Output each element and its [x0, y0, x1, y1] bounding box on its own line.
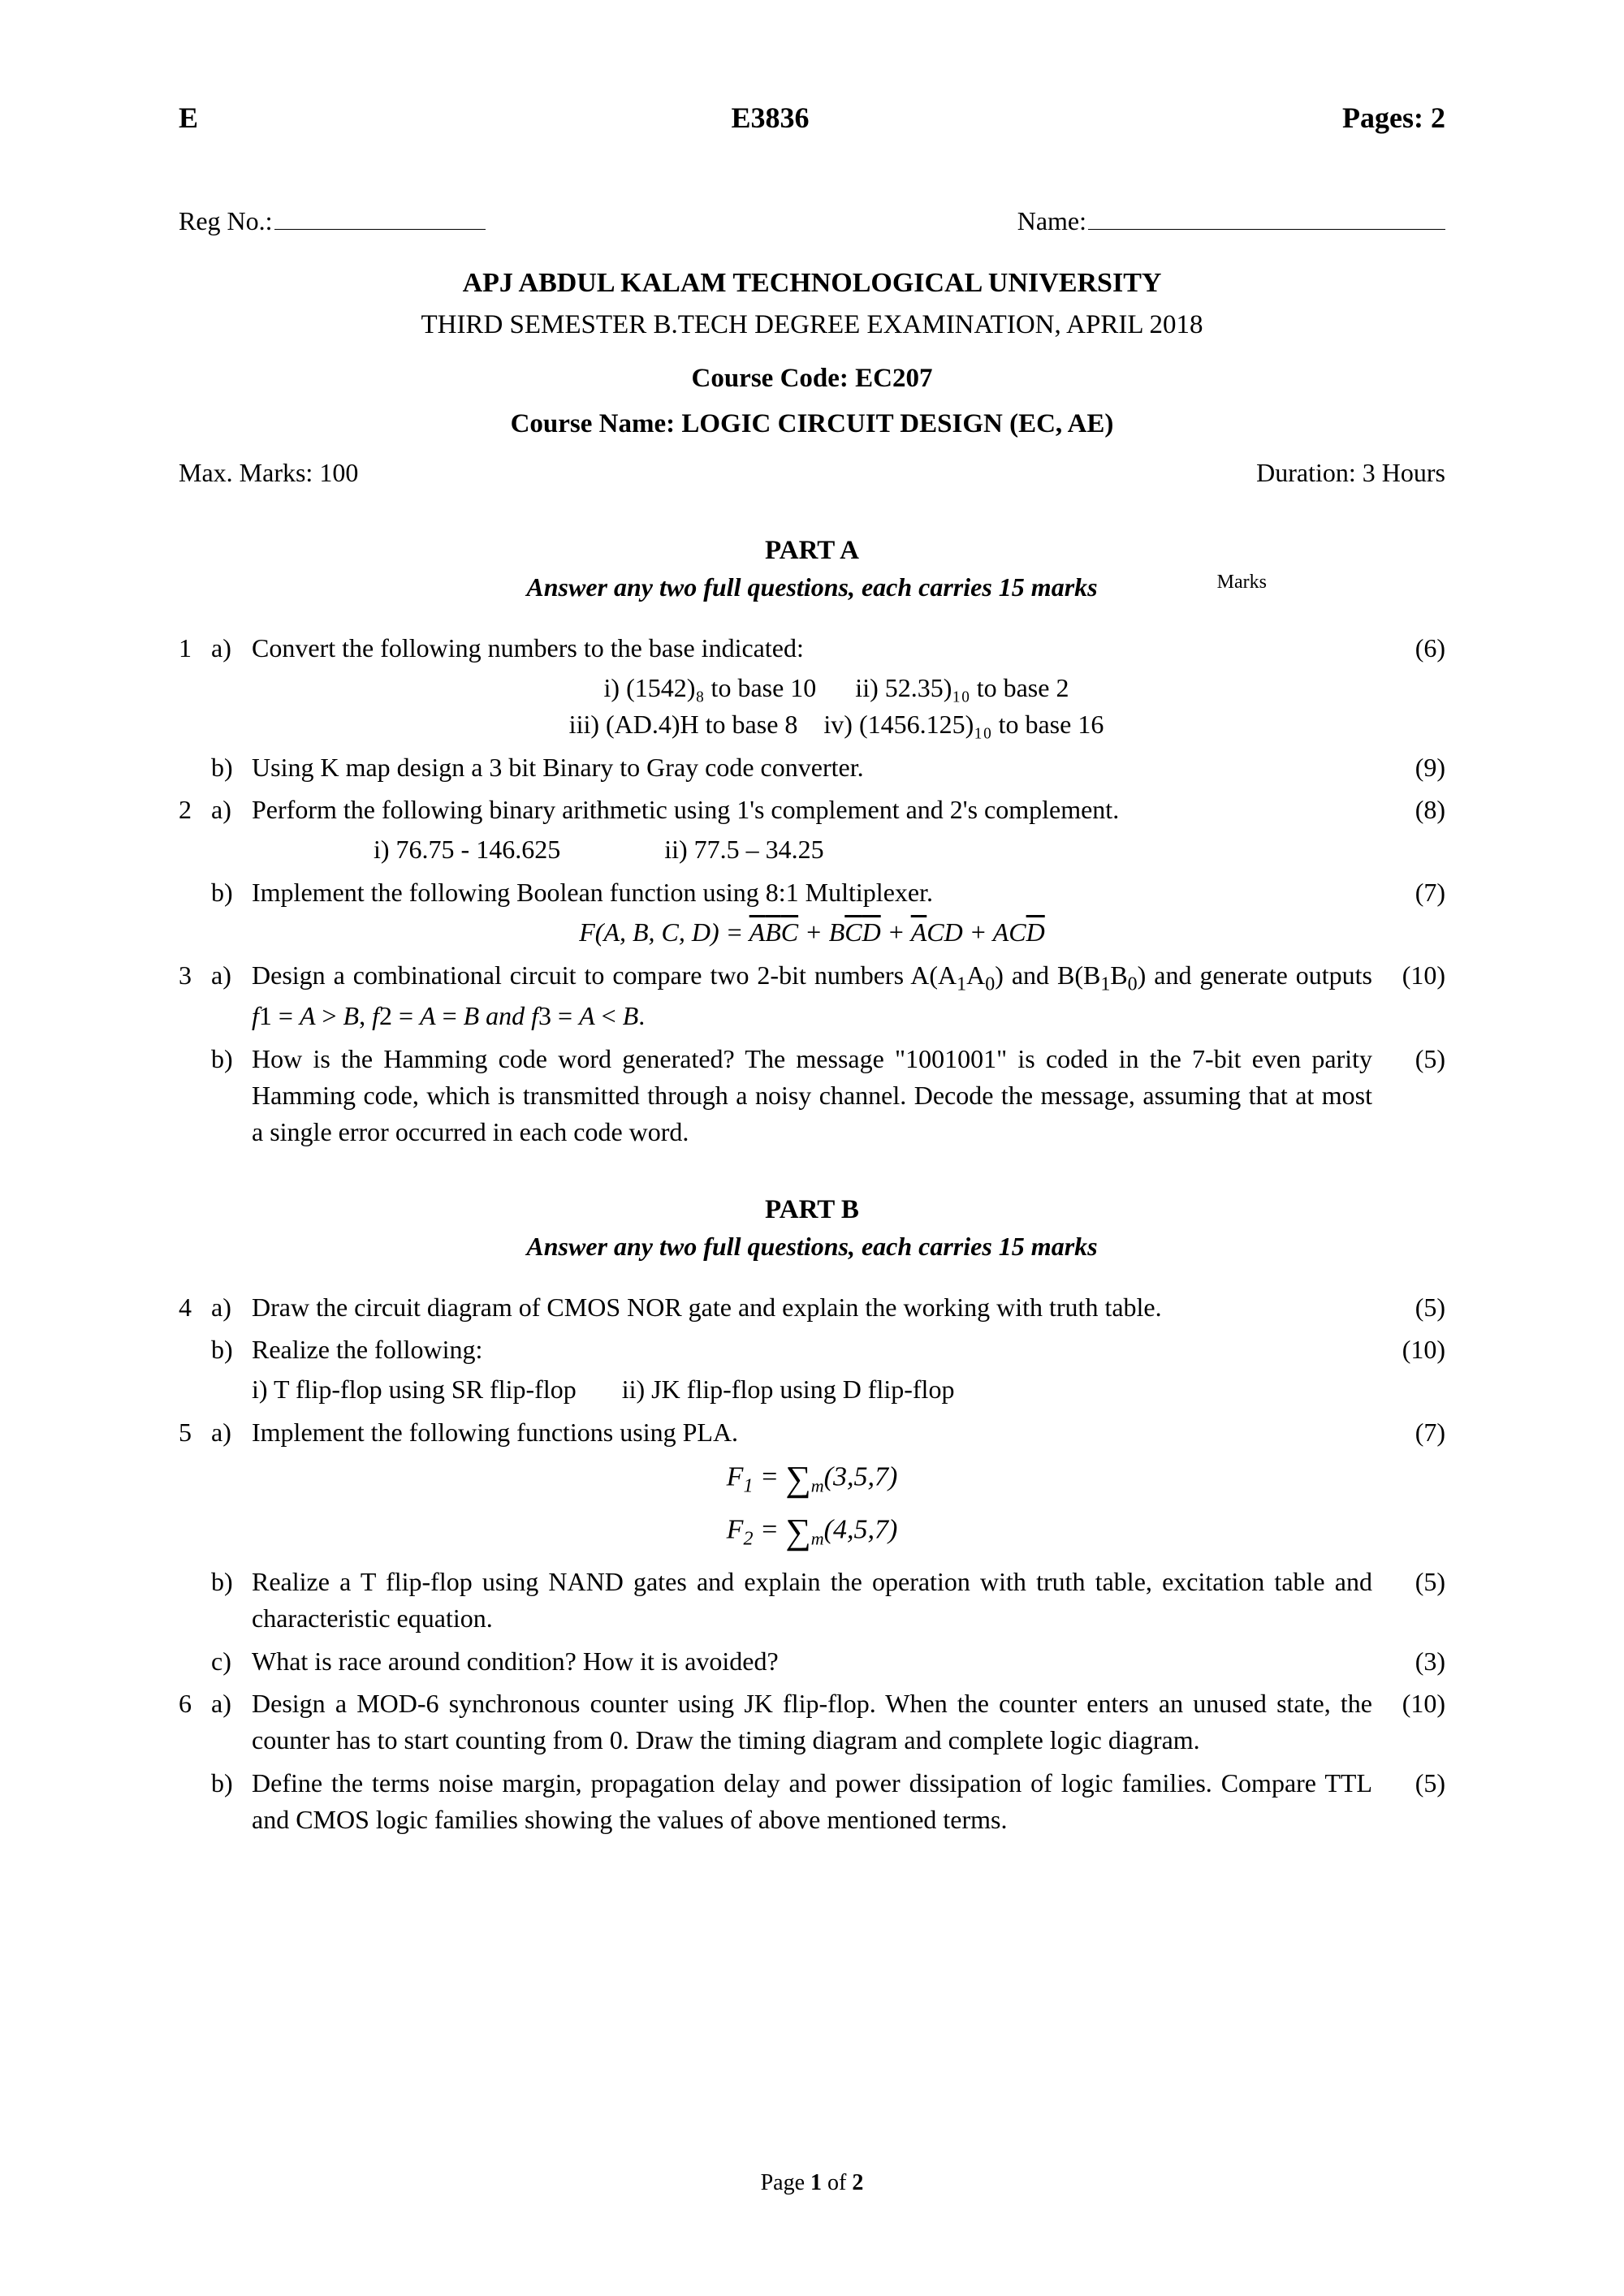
question-5b: b) Realize a T flip-flop using NAND gate… [179, 1564, 1445, 1637]
course-name: Course Name: LOGIC CIRCUIT DESIGN (EC, A… [179, 405, 1445, 442]
q-marks: (5) [1389, 1765, 1445, 1802]
question-5c: c) What is race around condition? How it… [179, 1643, 1445, 1680]
q2b-formula: F(A, B, C, D) = ABC + BCD + ACD + ACD [179, 914, 1445, 951]
q-sub: b) [211, 874, 252, 911]
course-code: Course Code: EC207 [179, 360, 1445, 397]
question-2a: 2 a) Perform the following binary arithm… [179, 792, 1445, 868]
q-marks: (10) [1389, 957, 1445, 994]
question-6b: b) Define the terms noise margin, propag… [179, 1765, 1445, 1838]
q2a-items: i) 76.75 - 146.625 ii) 77.5 – 34.25 [374, 831, 1445, 868]
q-num: 6 [179, 1685, 211, 1722]
header-right: Pages: 2 [1342, 97, 1445, 138]
part-a-instruction: Answer any two full questions, each carr… [526, 569, 1097, 606]
q-marks: (10) [1389, 1685, 1445, 1722]
q-text: What is race around condition? How it is… [252, 1643, 1389, 1680]
q-num: 3 [179, 957, 211, 994]
q-marks: (3) [1389, 1643, 1445, 1680]
q-sub: a) [211, 1289, 252, 1326]
q-sub: a) [211, 957, 252, 994]
page-footer: Page 1 of 2 [0, 2167, 1624, 2199]
reg-no-underline [274, 229, 486, 230]
q-sub: c) [211, 1643, 252, 1680]
part-b-instruction-row: Answer any two full questions, each carr… [179, 1228, 1445, 1265]
q-text: How is the Hamming code word generated? … [252, 1041, 1389, 1150]
q4b-items: i) T flip-flop using SR flip-flop ii) JK… [252, 1371, 1445, 1408]
q-sub: b) [211, 1564, 252, 1600]
q5a-formula-2: F2 = ∑m(4,5,7) [179, 1507, 1445, 1557]
q-text: Design a MOD-6 synchronous counter using… [252, 1685, 1389, 1759]
question-3a: 3 a) Design a combinational circuit to c… [179, 957, 1445, 1035]
q-text: Design a combinational circuit to compar… [252, 957, 1389, 1035]
q-num: 2 [179, 792, 211, 828]
q-num: 5 [179, 1414, 211, 1451]
q-text: Realize a T flip-flop using NAND gates a… [252, 1564, 1389, 1637]
q1a-items-2: iii) (AD.4)H to base 8 iv) (1456.125)₁₀ … [227, 706, 1445, 743]
name-field: Name: [1017, 203, 1445, 240]
part-a-instruction-row: Answer any two full questions, each carr… [179, 569, 1445, 606]
q-marks: (7) [1389, 1414, 1445, 1451]
q-text: Convert the following numbers to the bas… [252, 630, 1389, 667]
q-marks: (8) [1389, 792, 1445, 828]
name-underline [1088, 229, 1445, 230]
exam-title: THIRD SEMESTER B.TECH DEGREE EXAMINATION… [179, 306, 1445, 343]
q-text: Implement the following Boolean function… [252, 874, 1389, 911]
q-sub: a) [211, 792, 252, 828]
question-1b: b) Using K map design a 3 bit Binary to … [179, 749, 1445, 786]
q-sub: b) [211, 1041, 252, 1077]
part-b-instruction: Answer any two full questions, each carr… [526, 1228, 1097, 1265]
header-center: E3836 [732, 97, 810, 138]
reg-no-field: Reg No.: [179, 203, 486, 240]
q-sub: b) [211, 1331, 252, 1368]
header-left: E [179, 97, 198, 138]
q-marks: (10) [1389, 1331, 1445, 1368]
name-label: Name: [1017, 203, 1086, 240]
q1a-items-1: i) (1542)₈ to base 10 ii) 52.35)₁₀ to ba… [227, 670, 1445, 706]
question-6a: 6 a) Design a MOD-6 synchronous counter … [179, 1685, 1445, 1759]
part-a-title: PART A [179, 532, 1445, 569]
reg-no-label: Reg No.: [179, 203, 273, 240]
q-sub: b) [211, 1765, 252, 1802]
q-text: Implement the following functions using … [252, 1414, 1389, 1451]
question-2b: b) Implement the following Boolean funct… [179, 874, 1445, 951]
marks-duration-row: Max. Marks: 100 Duration: 3 Hours [179, 455, 1445, 491]
part-b-title: PART B [179, 1191, 1445, 1228]
reg-name-row: Reg No.: Name: [179, 203, 1445, 240]
q-sub: a) [211, 630, 252, 667]
q-num: 4 [179, 1289, 211, 1326]
q-sub: a) [211, 1685, 252, 1722]
question-3b: b) How is the Hamming code word generate… [179, 1041, 1445, 1150]
header-row: E E3836 Pages: 2 [179, 97, 1445, 138]
q-text: Realize the following: [252, 1331, 1389, 1368]
q5a-formula-1: F1 = ∑m(3,5,7) [179, 1454, 1445, 1504]
part-b-section: PART B Answer any two full questions, ea… [179, 1191, 1445, 1265]
duration: Duration: 3 Hours [1256, 455, 1445, 491]
q-marks: (6) [1389, 630, 1445, 667]
marks-label: Marks [1217, 569, 1267, 597]
q-num: 1 [179, 630, 211, 667]
q-sub: a) [211, 1414, 252, 1451]
question-1a: 1 a) Convert the following numbers to th… [179, 630, 1445, 742]
q-text: Draw the circuit diagram of CMOS NOR gat… [252, 1289, 1389, 1326]
q-text: Perform the following binary arithmetic … [252, 792, 1389, 828]
q-marks: (7) [1389, 874, 1445, 911]
q-text: Define the terms noise margin, propagati… [252, 1765, 1389, 1838]
q-sub: b) [211, 749, 252, 786]
q-marks: (5) [1389, 1041, 1445, 1077]
university-name: APJ ABDUL KALAM TECHNOLOGICAL UNIVERSITY [179, 264, 1445, 303]
q-marks: (5) [1389, 1289, 1445, 1326]
q-text: Using K map design a 3 bit Binary to Gra… [252, 749, 1389, 786]
q-marks: (5) [1389, 1564, 1445, 1600]
question-4b: b) Realize the following: (10) i) T flip… [179, 1331, 1445, 1408]
question-4a: 4 a) Draw the circuit diagram of CMOS NO… [179, 1289, 1445, 1326]
max-marks: Max. Marks: 100 [179, 455, 358, 491]
q-marks: (9) [1389, 749, 1445, 786]
question-5a: 5 a) Implement the following functions u… [179, 1414, 1445, 1557]
